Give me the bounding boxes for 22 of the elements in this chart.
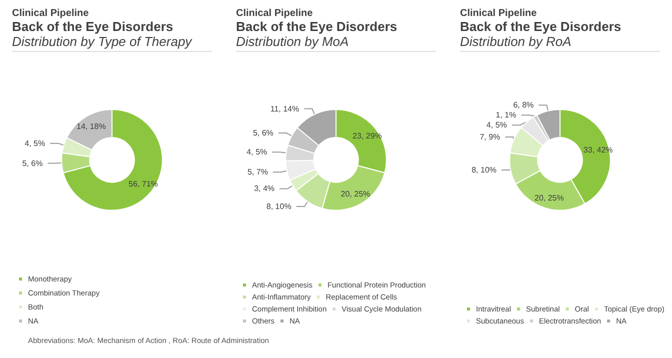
data-label: 1, 1% [496, 110, 516, 120]
data-label: 5, 6% [22, 158, 43, 168]
data-label: 14, 18% [76, 122, 106, 131]
data-label: 5, 7% [247, 168, 268, 177]
chart-subtitle: Distribution by MoA [236, 34, 350, 49]
data-label: 4, 5% [486, 120, 507, 130]
data-label: 3, 4% [254, 184, 275, 194]
data-label: 5, 6% [252, 128, 274, 138]
data-label: 8, 10% [472, 165, 496, 174]
data-label: 11, 14% [270, 104, 300, 114]
data-label: 4, 5% [246, 148, 268, 157]
data-label: 20, 25% [534, 193, 564, 202]
data-label: 4, 5% [24, 138, 46, 148]
data-label: 8, 10% [266, 202, 292, 212]
chart-title: Clinical Pipeline Back of the Eye Disorders [236, 8, 398, 34]
data-label: 7, 9% [480, 132, 500, 142]
chart-title: Clinical Pipeline Back of the Eye Disorders [460, 8, 622, 34]
chart-title: Clinical Pipeline Back of the Eye Disorders [12, 8, 174, 34]
data-label: 20, 25% [340, 190, 370, 199]
chart-subtitle: Distribution by Type of Therapy [12, 34, 194, 49]
data-label: 6, 8% [513, 100, 534, 110]
chart-subtitle: Distribution by RoA [460, 34, 572, 49]
